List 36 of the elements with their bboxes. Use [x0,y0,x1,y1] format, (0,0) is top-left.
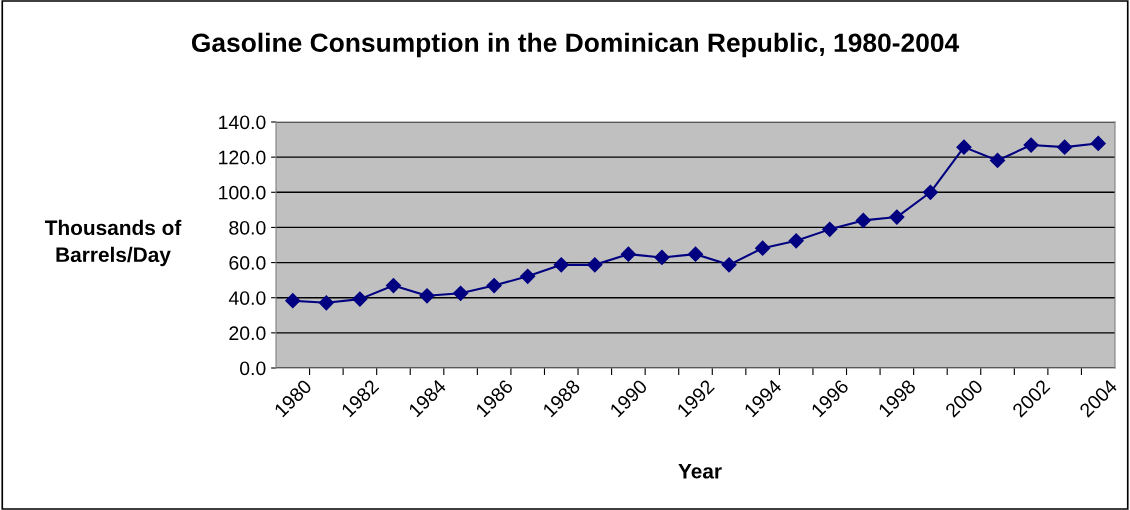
point [922,184,938,200]
point [989,152,1006,169]
point [352,291,368,307]
point [956,139,972,155]
y-axis-title: Thousands of Barrels/Day [44,219,182,267]
y-tick-label: 120.0 [219,150,266,165]
point [587,257,603,273]
point [620,246,636,262]
point [687,246,704,262]
point [385,278,402,294]
point [1090,135,1106,152]
point [855,212,871,228]
y-tick-label: 60.0 [229,256,266,270]
point [285,293,301,309]
y-tick-label: 0.0 [240,361,266,376]
chart-title: Gasoline Consumption in the Dominican Republic, 1980-2004 [191,32,960,58]
point [755,240,771,256]
x-axis-title: Year [678,464,722,479]
point [1023,137,1039,153]
y-tick-label: 40.0 [228,291,266,305]
point [486,278,502,294]
point [889,209,905,225]
point [318,295,334,311]
point [1057,139,1073,155]
y-tick-label: 140.0 [219,115,266,130]
point [788,233,804,249]
point [553,257,569,273]
point [419,288,435,304]
y-tick-label: 100.0 [219,185,266,200]
point [822,221,838,237]
point [721,257,737,273]
point [453,285,469,301]
y-tick-label: 20.0 [229,326,266,341]
y-tick-label: 80.0 [229,220,266,235]
point [520,268,536,284]
point [654,249,670,266]
